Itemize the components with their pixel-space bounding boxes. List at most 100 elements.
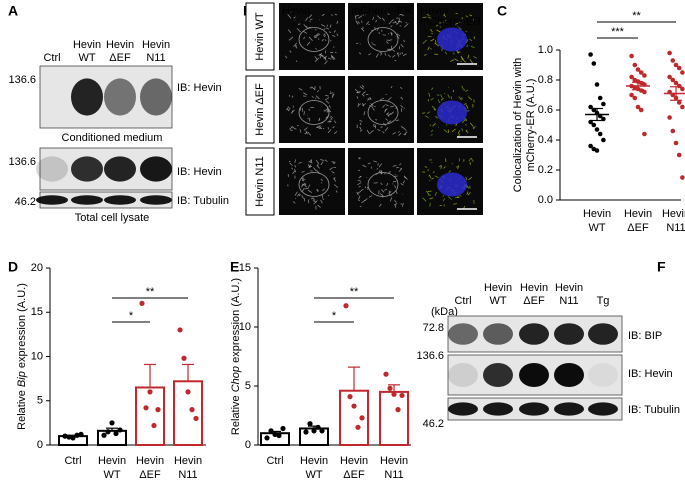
significance-label: ** xyxy=(350,286,359,298)
er-texture xyxy=(372,42,373,43)
data-point xyxy=(642,132,647,137)
data-point xyxy=(280,426,285,431)
blot-label: IB: Tubulin xyxy=(177,195,229,207)
blot-band xyxy=(588,323,618,345)
blot-band xyxy=(483,363,513,387)
x-tick-label: Hevin xyxy=(380,455,408,467)
y-axis-label-part: Relative xyxy=(16,387,28,430)
data-point xyxy=(143,405,148,410)
er-texture xyxy=(333,47,334,48)
data-point xyxy=(598,96,603,101)
er-texture xyxy=(295,198,296,199)
blot-band xyxy=(448,323,478,345)
blot-band xyxy=(554,363,584,387)
molecular-weight: 136.6 xyxy=(416,350,444,362)
data-point xyxy=(311,428,316,433)
data-point xyxy=(189,407,194,412)
blot-band xyxy=(554,323,584,345)
data-point xyxy=(268,428,273,433)
er-texture xyxy=(387,40,391,41)
lane-label: WT xyxy=(489,295,506,307)
data-point xyxy=(264,435,269,440)
x-tick-label: ΔEF xyxy=(343,469,365,481)
data-point xyxy=(680,175,685,180)
panel-letter: C xyxy=(497,3,507,19)
lane-label: ΔEF xyxy=(523,295,545,307)
column-label: mCherry-ER xyxy=(420,16,481,28)
x-tick-label: WT xyxy=(305,469,322,481)
data-point xyxy=(113,431,118,436)
data-point xyxy=(109,420,114,425)
er-texture xyxy=(386,94,387,95)
data-point xyxy=(671,129,676,134)
molecular-weight: 136.6 xyxy=(8,156,36,168)
er-texture xyxy=(460,61,461,62)
data-point xyxy=(105,429,110,434)
lane-label: WT xyxy=(78,52,95,64)
panel-letter: F xyxy=(657,259,666,275)
nucleus xyxy=(437,28,467,52)
blot-band xyxy=(519,323,549,345)
nucleus xyxy=(437,173,467,197)
er-texture xyxy=(362,21,363,23)
lane-label: N11 xyxy=(146,52,165,64)
x-tick-label: Hevin xyxy=(98,455,126,467)
lane-label: Hevin xyxy=(520,282,548,294)
significance-label: ** xyxy=(146,286,155,298)
y-axis-label: Colocalization of Hevin with xyxy=(512,58,524,193)
data-point xyxy=(276,433,281,438)
er-texture xyxy=(400,26,401,27)
y-axis-label-part: Relative xyxy=(230,392,242,435)
blot-band xyxy=(140,78,172,115)
lane-label: Ctrl xyxy=(454,295,471,307)
row-label: Hevin ΔEF xyxy=(254,83,266,136)
blot-band xyxy=(140,195,172,205)
y-tick-label: 1.0 xyxy=(538,44,553,56)
data-point xyxy=(677,100,682,105)
blot-label: IB: Tubulin xyxy=(628,404,680,416)
er-texture xyxy=(429,175,430,177)
molecular-weight: 46.2 xyxy=(15,196,36,208)
blot-label: IB: Hevin xyxy=(177,82,222,94)
molecular-weight: 136.6 xyxy=(8,74,36,86)
blot-band xyxy=(36,156,68,181)
data-point xyxy=(671,58,676,63)
blot-band xyxy=(519,402,549,415)
blot-label: IB: Hevin xyxy=(628,368,673,380)
blot-band xyxy=(36,195,68,205)
y-tick-label: 0 xyxy=(245,439,251,451)
data-point xyxy=(347,394,352,399)
er-texture xyxy=(470,162,471,165)
data-point xyxy=(677,66,682,71)
lane-label: Ctrl xyxy=(43,52,60,64)
y-tick-label: 15 xyxy=(239,262,251,274)
er-texture xyxy=(325,50,326,53)
data-point xyxy=(588,52,593,57)
data-point xyxy=(359,415,364,420)
molecular-weight: 46.2 xyxy=(423,418,444,430)
x-tick-label: Hevin xyxy=(624,208,652,220)
data-point xyxy=(139,301,144,306)
x-tick-label: Hevin xyxy=(340,455,368,467)
er-texture xyxy=(359,157,360,159)
y-axis-label-part: Bip xyxy=(16,371,28,387)
er-texture xyxy=(315,86,316,89)
lane-label: N11 xyxy=(559,295,578,307)
data-point xyxy=(642,73,647,78)
data-point xyxy=(680,70,685,75)
significance-label: * xyxy=(129,310,134,322)
data-point xyxy=(629,54,634,59)
x-tick-label: WT xyxy=(103,469,120,481)
row-label: Hevin WT xyxy=(254,12,266,61)
y-tick-label: 0.4 xyxy=(538,134,553,146)
x-tick-label: ΔEF xyxy=(139,469,161,481)
data-point xyxy=(674,141,679,146)
x-tick-label: Hevin xyxy=(583,208,611,220)
blot-label: IB: BIP xyxy=(628,330,662,342)
data-point xyxy=(677,153,682,158)
data-point xyxy=(667,51,672,56)
er-texture xyxy=(303,96,306,97)
data-point xyxy=(592,123,597,128)
data-point xyxy=(633,96,638,101)
